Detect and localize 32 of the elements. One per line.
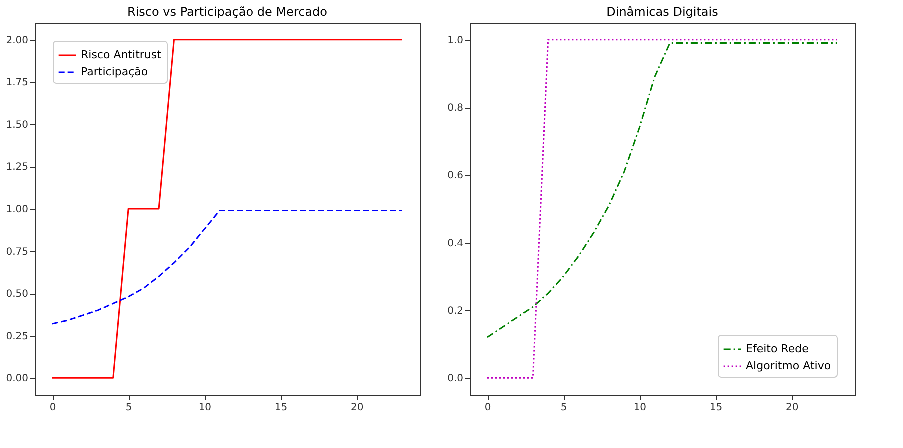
x-tick-label: 15 (710, 402, 723, 414)
y-tick-label: 1.25 (6, 162, 28, 174)
legend-label: Efeito Rede (746, 342, 810, 356)
legend-label: Participação (81, 66, 148, 78)
y-tick-label: 2.00 (6, 35, 28, 46)
chart-title: Dinâmicas Digitais (606, 5, 718, 19)
x-tick-label: 5 (560, 402, 568, 414)
y-tick-label: 0.8 (448, 103, 464, 114)
y-tick-label: 0.0 (448, 374, 464, 385)
y-tick-label: 0.6 (448, 170, 464, 182)
y-tick-label: 0.75 (6, 246, 28, 258)
y-tick-label: 1.00 (6, 204, 28, 216)
x-tick-label: 20 (786, 402, 799, 414)
legend-label: Risco Antitrust (81, 48, 162, 62)
chart-title: Risco vs Participação de Mercado (127, 5, 328, 19)
y-tick-label: 0.00 (6, 374, 28, 385)
y-tick-label: 1.0 (448, 35, 464, 46)
x-tick-label: 15 (274, 402, 288, 414)
y-tick-label: 0.25 (6, 331, 28, 342)
x-tick-label: 10 (198, 402, 212, 414)
y-tick-label: 0.50 (6, 289, 28, 300)
x-tick-label: 5 (126, 402, 132, 414)
y-tick-label: 0.2 (448, 306, 464, 317)
x-tick-label: 10 (634, 402, 647, 414)
line-series (52, 210, 404, 325)
x-tick-label: 0 (50, 402, 56, 414)
x-tick-label: 0 (484, 402, 492, 414)
y-tick-label: 0.4 (448, 238, 464, 250)
y-tick-label: 1.75 (6, 78, 28, 89)
legend-label: Algoritmo Ativo (746, 360, 832, 372)
x-tick-label: 20 (350, 402, 364, 414)
y-tick-label: 1.50 (6, 120, 28, 131)
